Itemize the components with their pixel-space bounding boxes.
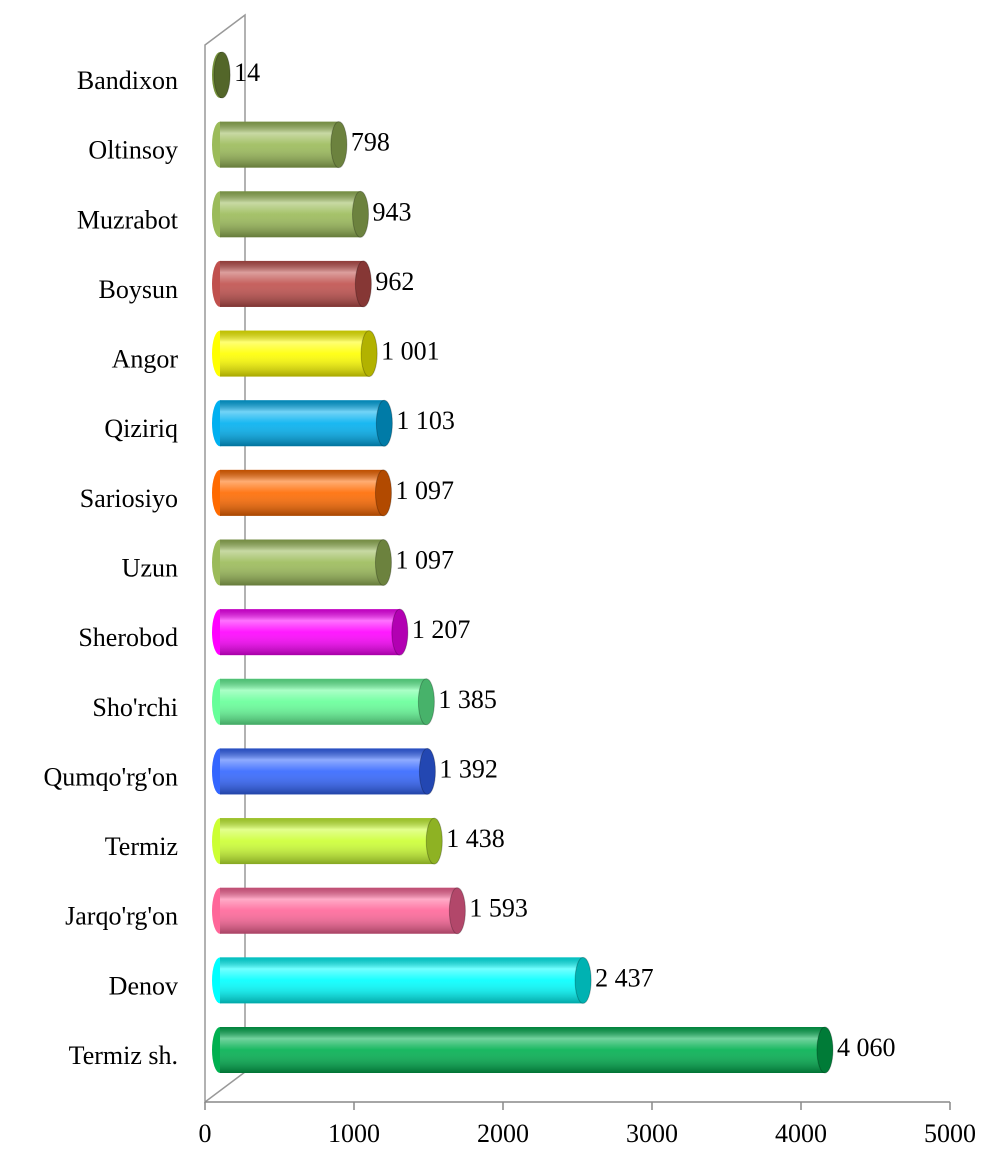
bar-shine bbox=[220, 887, 458, 934]
bar-cap bbox=[352, 190, 370, 238]
bar-cap bbox=[354, 260, 372, 308]
bar-shine bbox=[220, 1027, 825, 1073]
bar-cap-shade bbox=[355, 260, 372, 307]
bar-cap-shade bbox=[426, 818, 443, 865]
y-tick-label: Oltinsoy bbox=[88, 136, 178, 165]
bar-cap-shade bbox=[330, 121, 347, 168]
bar-shine bbox=[220, 609, 400, 656]
bar-shine bbox=[220, 818, 435, 865]
x-tick-label: 0 bbox=[199, 1119, 212, 1148]
value-label: 2 437 bbox=[595, 963, 654, 992]
bar-cap bbox=[374, 469, 392, 517]
bar-cap-shade bbox=[449, 887, 466, 934]
value-label: 798 bbox=[351, 128, 390, 157]
bar bbox=[212, 678, 435, 726]
bar-shine bbox=[220, 400, 385, 447]
bar-cap-shade bbox=[352, 191, 369, 238]
bar-cap-shade bbox=[419, 748, 436, 795]
bar bbox=[212, 887, 466, 935]
y-tick-label: Bandixon bbox=[77, 66, 178, 95]
bar-cap bbox=[417, 678, 435, 726]
y-tick-label: Sho'rchi bbox=[92, 693, 178, 722]
bar-cap bbox=[425, 817, 443, 865]
value-label: 1 097 bbox=[395, 476, 454, 505]
bar-cap-shade bbox=[376, 400, 393, 447]
bar bbox=[212, 956, 592, 1004]
value-label: 1 593 bbox=[469, 894, 528, 923]
bar-cap bbox=[418, 747, 436, 795]
bar-shine bbox=[220, 957, 584, 1004]
bar-cap-shade bbox=[361, 330, 378, 377]
x-tick-label: 1000 bbox=[328, 1119, 380, 1148]
value-label: 962 bbox=[375, 267, 414, 296]
value-label: 4 060 bbox=[837, 1033, 896, 1062]
bar bbox=[212, 469, 392, 517]
value-label: 943 bbox=[373, 197, 412, 226]
y-tick-label: Termiz bbox=[105, 832, 178, 861]
bar-cap bbox=[375, 399, 393, 447]
bar bbox=[212, 260, 372, 308]
bar-shine bbox=[220, 330, 370, 377]
bar bbox=[212, 399, 393, 447]
value-label: 1 438 bbox=[446, 824, 505, 853]
bar-cap bbox=[360, 330, 378, 378]
bar-cap-shade bbox=[575, 957, 592, 1004]
bar bbox=[212, 747, 436, 795]
x-tick-label: 3000 bbox=[626, 1119, 678, 1148]
bar-cap bbox=[574, 956, 592, 1004]
y-tick-label: Uzun bbox=[122, 553, 178, 582]
bar-cap bbox=[391, 608, 409, 656]
value-label: 1 207 bbox=[412, 615, 471, 644]
value-label: 1 001 bbox=[381, 337, 440, 366]
bar-cap-shade bbox=[816, 1027, 833, 1073]
bar-cap-shade bbox=[375, 539, 392, 586]
bar bbox=[212, 1026, 834, 1074]
bar-shine bbox=[220, 539, 384, 586]
bar-shine bbox=[220, 678, 427, 725]
bar bbox=[212, 190, 370, 238]
bar-shine bbox=[220, 748, 428, 795]
bar bbox=[212, 817, 443, 865]
value-label: 1 385 bbox=[438, 685, 497, 714]
bar-cap-shade bbox=[214, 52, 231, 98]
value-label: 14 bbox=[234, 58, 260, 87]
y-tick-label: Denov bbox=[109, 971, 178, 1000]
value-label: 1 103 bbox=[396, 406, 455, 435]
bar-cap-shade bbox=[418, 678, 435, 725]
bar bbox=[212, 330, 378, 378]
bar bbox=[212, 121, 348, 169]
x-tick-label: 4000 bbox=[775, 1119, 827, 1148]
bar-cap bbox=[374, 539, 392, 586]
x-tick-label: 2000 bbox=[477, 1119, 529, 1148]
bar bbox=[212, 608, 409, 656]
y-tick-label: Qiziriq bbox=[104, 414, 178, 443]
y-tick-label: Sariosiyo bbox=[80, 484, 178, 513]
x-tick-label: 5000 bbox=[924, 1119, 976, 1148]
y-tick-label: Jarqo'rg'on bbox=[65, 902, 178, 931]
y-tick-label: Termiz sh. bbox=[69, 1041, 178, 1070]
bar-cap bbox=[816, 1026, 834, 1074]
y-tick-label: Sherobod bbox=[78, 623, 178, 652]
y-tick-label: Qumqo'rg'on bbox=[43, 762, 178, 791]
bar-shine bbox=[220, 191, 361, 238]
value-label: 1 097 bbox=[395, 545, 454, 574]
bar-cap-shade bbox=[391, 609, 408, 656]
value-label: 1 392 bbox=[439, 754, 498, 783]
bar-cap bbox=[448, 887, 466, 935]
y-tick-label: Boysun bbox=[99, 275, 178, 304]
y-tick-label: Angor bbox=[112, 345, 179, 374]
bar-shine bbox=[220, 121, 339, 168]
y-tick-label: Muzrabot bbox=[77, 205, 179, 234]
bar-cap bbox=[330, 121, 348, 169]
bar-shine bbox=[220, 260, 364, 307]
bar-shine bbox=[220, 469, 384, 516]
bar bbox=[212, 539, 392, 586]
bar bbox=[212, 51, 231, 99]
bar-cap bbox=[213, 51, 231, 99]
bar-cap-shade bbox=[375, 469, 392, 516]
